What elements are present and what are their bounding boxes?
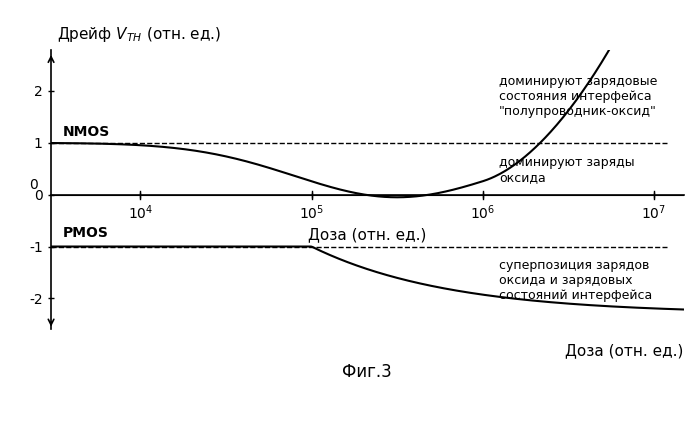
Text: Дрейф $V_{ТН}$ (отн. ед.): Дрейф $V_{ТН}$ (отн. ед.)	[57, 25, 222, 44]
Text: PMOS: PMOS	[62, 226, 108, 240]
Text: суперпозиция зарядов
оксида и зарядовых
состояний интерфейса: суперпозиция зарядов оксида и зарядовых …	[499, 259, 652, 303]
Text: доминируют заряды
оксида: доминируют заряды оксида	[499, 156, 635, 184]
Text: Доза (отн. ед.): Доза (отн. ед.)	[565, 343, 684, 358]
Text: Фиг.3: Фиг.3	[343, 363, 392, 381]
Text: NMOS: NMOS	[62, 125, 110, 139]
X-axis label: Доза (отн. ед.): Доза (отн. ед.)	[308, 227, 426, 242]
Text: доминируют зарядовые
состояния интерфейса
"полупроводник-оксид": доминируют зарядовые состояния интерфейс…	[499, 75, 658, 118]
Text: 0: 0	[29, 178, 38, 192]
